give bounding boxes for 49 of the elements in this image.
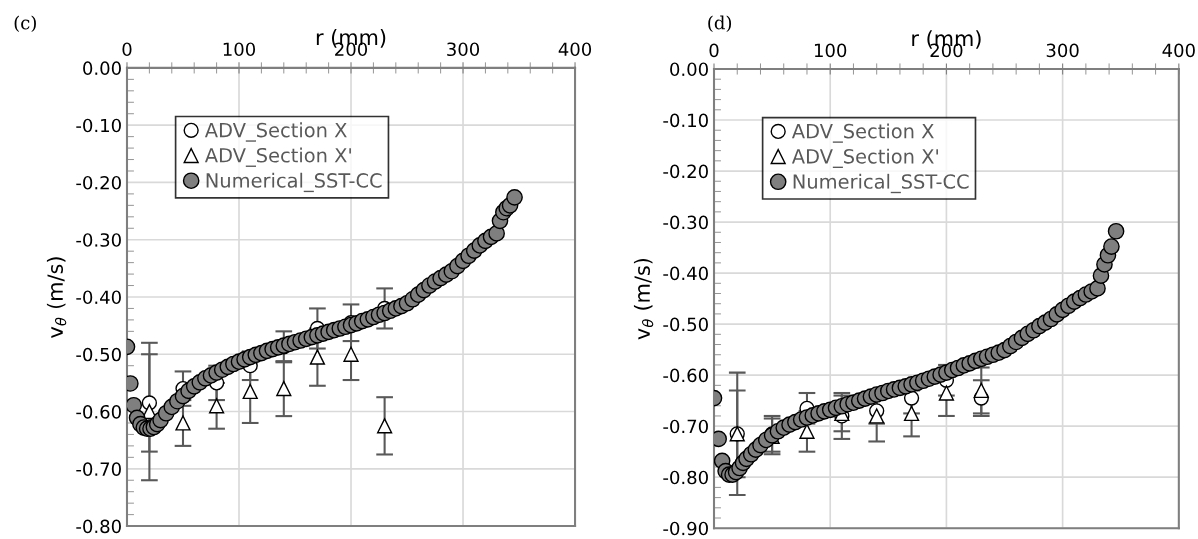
text: (c)	[14, 15, 36, 33]
x-tick-label: 100	[814, 43, 847, 58]
y-tick-label: -0.10	[76, 118, 121, 133]
x-tick-label: 300	[447, 42, 480, 57]
legend-label: ADV_Section X'	[791, 148, 938, 168]
point	[208, 398, 225, 414]
y-tick-label: -0.60	[663, 368, 708, 383]
y-tick-label: -0.60	[76, 404, 121, 419]
y-tick-label: -0.50	[76, 347, 121, 362]
y-tick-label: -0.40	[663, 266, 708, 281]
y-tick-label: -0.80	[76, 519, 121, 534]
y-tick-label: -0.70	[663, 419, 708, 434]
point	[376, 418, 393, 434]
x-tick-label: 400	[1162, 43, 1195, 58]
legend-label: ADV_Section X	[791, 123, 934, 143]
y-axis-title: v$_{θ}$ (m/s)	[633, 258, 654, 340]
point	[309, 349, 326, 365]
point	[973, 382, 989, 399]
x-tick-label: 0	[709, 43, 719, 58]
y-tick-label: -0.90	[663, 521, 708, 536]
y-tick-label: -0.20	[663, 164, 708, 179]
x-tick-label: 400	[558, 42, 592, 57]
y-tick-label: 0.00	[670, 62, 708, 77]
y-tick-label: -0.70	[76, 462, 121, 476]
legend-label: ADV_Section X'	[204, 147, 351, 167]
point	[343, 346, 359, 362]
point	[242, 383, 258, 400]
point	[175, 415, 191, 431]
point	[903, 405, 920, 422]
y-tick-label: -0.40	[76, 290, 121, 305]
y-tick-label: -0.20	[76, 175, 121, 190]
legend-label: Numerical_SST-CC	[793, 173, 969, 194]
point	[276, 380, 292, 397]
text: (d)	[708, 15, 732, 33]
legend-label: ADV_Section X	[204, 122, 347, 142]
y-tick-label: -0.30	[76, 233, 121, 247]
y-tick-label: 0.00	[83, 61, 121, 76]
y-tick-label: -0.50	[663, 317, 708, 332]
point	[799, 423, 815, 439]
y-tick-label: -0.30	[663, 215, 708, 230]
y-axis-title: v$_{θ}$ (m/s)	[46, 257, 67, 338]
legend-label: Numerical_SST-CC	[206, 172, 382, 193]
point	[869, 408, 885, 424]
x-tick-label: 0	[122, 42, 132, 57]
y-tick-label: -0.10	[663, 113, 708, 128]
x-tick-label: 300	[1046, 43, 1079, 58]
point	[938, 385, 955, 401]
y-tick-label: -0.80	[663, 470, 708, 485]
x-tick-label: 100	[223, 42, 256, 57]
